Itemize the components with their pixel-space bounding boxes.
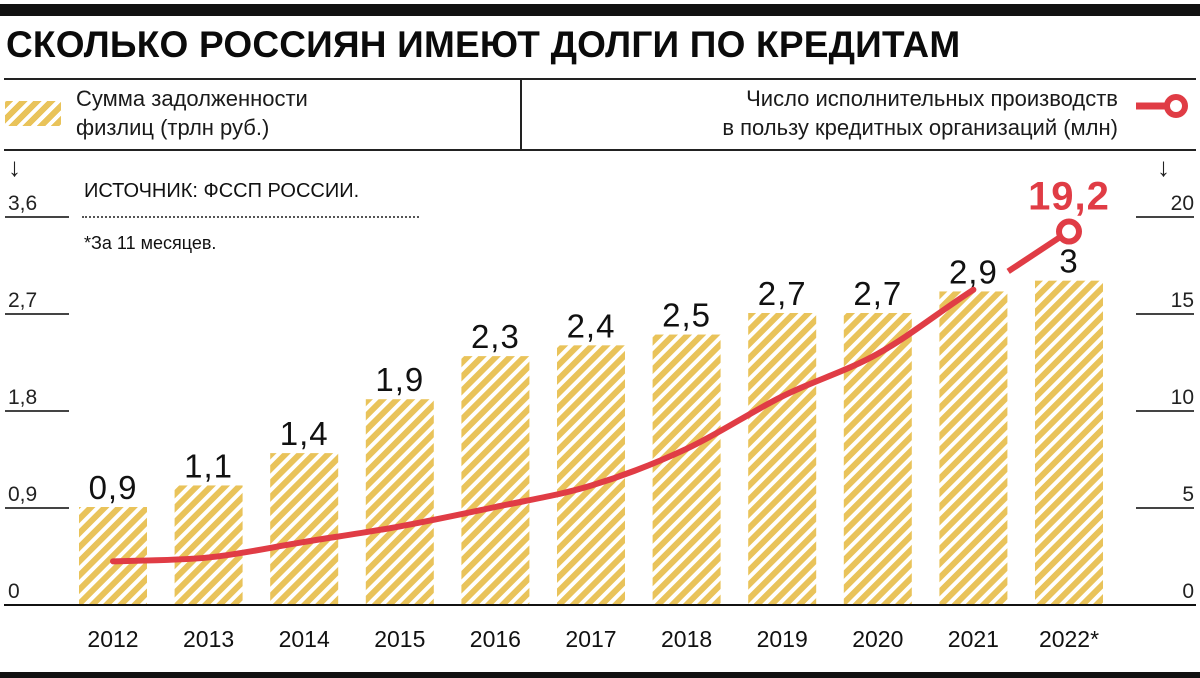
line-legend-label: Число исполнительных производств в польз… [722,84,1118,142]
left-tick-line [5,410,69,412]
x-label-2021: 2021 [947,626,999,652]
left-tick-line [5,313,69,315]
bar-2014 [270,453,339,604]
bar-value-label: 2,7 [853,275,902,312]
right-tick-20: 20 [1170,192,1194,215]
legend-bottom-divider [4,149,1196,151]
right-tick-line [1136,410,1194,412]
right-tick-10: 10 [1170,386,1194,409]
bar-series [79,280,1103,604]
bar-value-label: 2,7 [758,275,807,312]
highlight-value-label: 19,2 [1028,175,1110,219]
left-tick-line [5,507,69,509]
bar-value-label: 1,1 [184,447,233,484]
bar-2012 [79,507,147,604]
bar-2022 [1035,280,1103,604]
x-label-2016: 2016 [469,626,521,652]
bar-legend-line2: физлиц (трлн руб.) [76,115,270,140]
x-label-2015: 2015 [374,626,426,652]
x-label-2014: 2014 [278,626,330,652]
top-rule [0,4,1200,16]
bar-2018 [652,334,721,604]
left-tick-line [5,216,69,218]
left-tick-3-6: 3,6 [8,192,38,215]
x-label-2013: 2013 [183,626,235,652]
left-tick-0: 0 [8,580,20,603]
bar-value-label: 2,3 [471,318,520,355]
legend-top-divider [4,78,1196,80]
bar-value-label: 2,4 [567,307,616,344]
bar-2013 [174,485,243,604]
bar-legend-label: Сумма задолженности физлиц (трлн руб.) [76,84,308,142]
line-series: 19,2 [110,175,1110,565]
line-last-segment [1006,234,1063,274]
source-note: ИСТОЧНИК: ФССП РОССИИ. [84,180,360,202]
bar-value-label: 1,4 [280,415,329,452]
right-tick-15: 15 [1170,289,1194,312]
bottom-rule [0,672,1200,678]
line-endpoint-marker-icon [1056,218,1082,245]
bar-2020 [843,313,912,604]
bar-2019 [748,313,817,604]
line-legend-line2: в пользу кредитных организаций (млн) [722,115,1118,140]
chart-title: СКОЛЬКО РОССИЯН ИМЕЮТ ДОЛГИ ПО КРЕДИТАМ [6,24,961,65]
left-tick-0-9: 0,9 [8,483,38,506]
bar-legend-swatch-icon [5,101,61,126]
bar-value-labels: 0,9 1,1 1,4 1,9 2,3 2,4 2,5 2,7 2,7 2,9 3 [89,243,1078,506]
bar-2017 [557,345,625,604]
right-tick-line [1136,507,1194,509]
footnote: *За 11 месяцев. [84,233,217,253]
right-tick-line [1136,313,1194,315]
x-axis-baseline [4,604,1196,606]
bar-2015 [365,399,434,604]
right-tick-0: 0 [1182,580,1194,603]
bar-legend-line1: Сумма задолженности [76,86,308,111]
x-label-2019: 2019 [756,626,808,652]
left-tick-2-7: 2,7 [8,289,38,312]
bar-value-label: 2,5 [662,297,711,334]
x-label-2020: 2020 [852,626,904,652]
left-axis-arrow-icon: ↓ [8,152,21,182]
line-legend-line1: Число исполнительных производств [746,86,1118,111]
x-label-2018: 2018 [661,626,713,652]
line-legend-marker-icon [1136,94,1188,118]
right-tick-line [1136,216,1194,218]
bar-2021 [939,291,1008,604]
legend-center-divider [520,78,522,150]
bar-2016 [461,356,530,604]
right-axis-arrow-icon: ↓ [1157,152,1170,182]
x-label-2022: 2022* [1038,626,1100,652]
x-label-2012: 2012 [87,626,139,652]
left-tick-1-8: 1,8 [8,386,38,409]
bar-value-label: 0,9 [89,469,138,506]
right-tick-5: 5 [1182,483,1194,506]
bar-value-label: 3 [1059,243,1078,280]
bar-value-label: 1,9 [375,361,424,398]
line-path [110,286,977,565]
x-label-2017: 2017 [565,626,617,652]
source-divider [82,216,419,218]
bar-value-label: 2,9 [949,253,998,290]
